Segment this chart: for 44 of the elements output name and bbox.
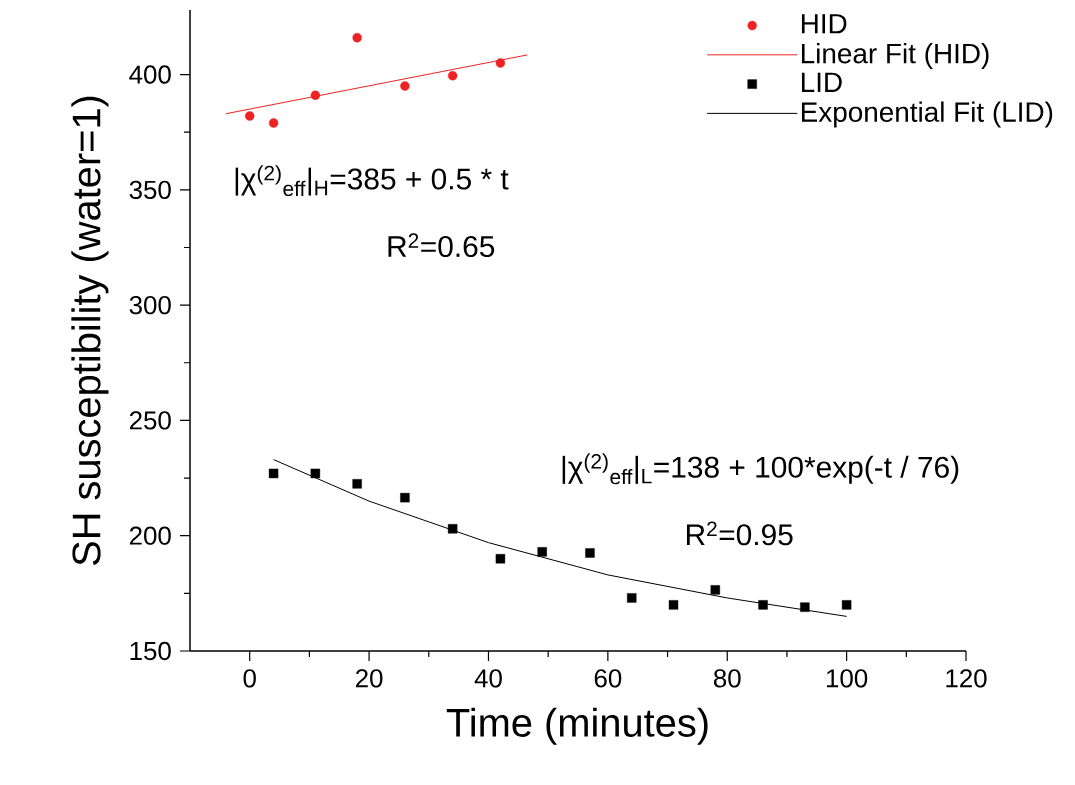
point	[245, 111, 255, 121]
point	[400, 492, 410, 503]
legend-label: Exponential Fit (LID)	[801, 101, 1053, 128]
legend-label: Linear Fit (HID)	[801, 42, 989, 69]
x-axis-title: Time (minutes)	[446, 707, 708, 745]
x-tick-label: 0	[243, 669, 256, 688]
point	[447, 70, 458, 81]
point	[310, 90, 321, 100]
legend-label: LID	[801, 72, 842, 92]
point	[352, 32, 362, 43]
point	[710, 585, 720, 595]
point	[537, 547, 547, 557]
y-tick-label: 400	[129, 65, 171, 84]
point	[352, 479, 362, 489]
x-tick-label: 40	[474, 669, 502, 688]
y-axis-title: SH susceptibility (water=1)	[71, 96, 109, 566]
point	[495, 554, 506, 564]
point	[668, 600, 679, 610]
legend-label: HID	[801, 14, 847, 34]
annotation: |χ$^{(2)}$$_{eff}$|$_{L}$=138 + 100*exp(-t / 76)	[562, 453, 959, 485]
x-tick-label: 100	[826, 669, 868, 688]
point	[310, 468, 321, 479]
y-tick-label: 300	[129, 295, 171, 315]
y-tick-label: 150	[130, 641, 171, 661]
point	[758, 600, 768, 610]
point	[268, 468, 279, 479]
x-tick-label: 80	[713, 669, 741, 688]
annotation: R$^{2}$=0.95	[686, 521, 793, 546]
point	[585, 548, 595, 558]
y-tick-label: 200	[129, 526, 171, 545]
point	[627, 593, 637, 603]
point	[800, 602, 810, 612]
y-tick-label: 350	[129, 180, 171, 199]
point	[268, 118, 279, 128]
point	[447, 524, 458, 534]
annotation: |χ$^{(2)}$$_{eff}$|$_{H}$=385 + 0.5 * t	[235, 165, 509, 197]
x-tick-label: 120	[946, 669, 987, 688]
x-tick-label: 60	[594, 669, 622, 688]
y-tick-label: 250	[129, 411, 171, 430]
x-tick-label: 20	[355, 669, 383, 688]
point	[400, 81, 410, 91]
annotation: R$^{2}$=0.65	[388, 233, 495, 258]
point	[495, 58, 506, 68]
point	[841, 600, 852, 610]
